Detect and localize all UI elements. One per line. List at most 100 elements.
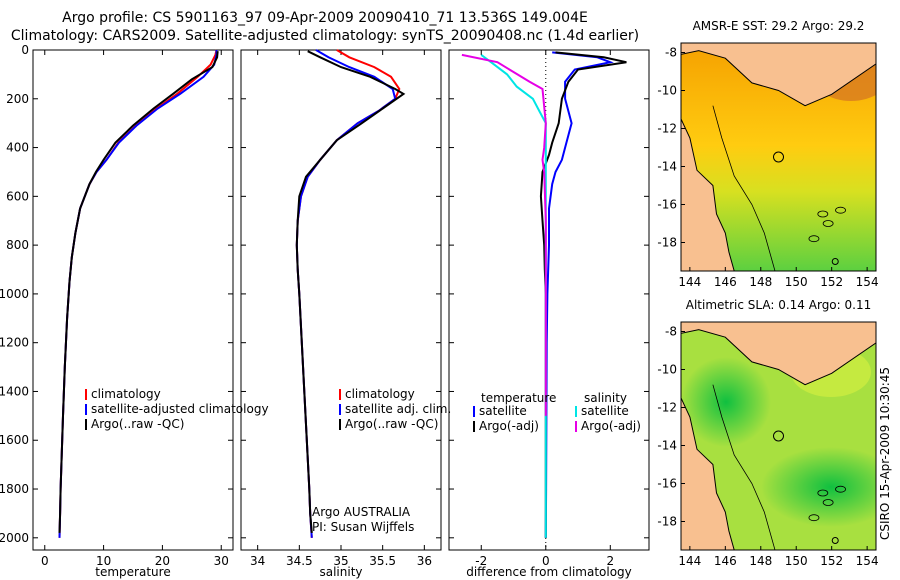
land-queensland [681,118,735,271]
sla-map: Altimetric SLA: 0.14 Argo: 0.11 144 146 148… [657,298,878,568]
figure-title-line2: Climatology: CARS2009. Satellite-adjuste… [10,28,640,44]
reef-contour [712,384,776,550]
map-frame [680,321,877,551]
map-title: Altimetric SLA: 0.14 Argo: 0.11 [686,298,871,312]
map-title: AMSR-E SST: 29.2 Argo: 29.2 [693,19,865,33]
reef-contour [712,105,776,271]
x-axis-label: temperature [95,565,170,579]
y-tick-label: 600 [6,189,29,203]
plot-frame [448,49,650,551]
series-line-argo-raw-qc- [58,51,219,533]
plot-frame [32,49,234,551]
sla-high [681,357,771,447]
figure-title-line1: Argo profile: CS 5901163_97 09-Apr-2009 … [62,10,588,26]
island-outline [817,489,829,497]
legend-label: Argo(..raw -QC) [91,417,184,431]
legend-label: Argo(-adj) [581,419,641,433]
y-tick-label: -14 [657,160,677,174]
x-tick-label: 10 [96,554,111,568]
y-tick-label: -16 [657,477,677,491]
y-tick-label: -12 [657,122,677,136]
y-tick-label: 400 [6,141,29,155]
x-tick-label: 0 [542,554,550,568]
y-tick-label: 1000 [0,287,29,301]
y-tick-label: -16 [657,198,677,212]
legend-label: climatology [345,387,415,401]
series-line-temperature-satellite [544,51,614,538]
land-new-guinea [681,322,876,386]
legend-label: satellite adj. clim. [345,402,451,416]
side-timestamp: CSIRO 15-Apr-2009 10:30:45 [878,366,892,540]
profile-marker [773,430,784,442]
x-tick-label: 34 [250,554,265,568]
x-tick-label: 154 [856,275,879,289]
x-tick-label: 144 [678,275,701,289]
y-tick-label: 1200 [0,336,29,350]
island-outline [822,499,834,506]
series-line-temperature-argo-adj- [539,51,627,538]
y-tick-label: 1400 [0,384,29,398]
island-outline [835,485,846,493]
y-tick-label: -18 [657,515,677,529]
land-queensland [681,397,735,550]
island-outline [822,220,834,227]
y-tick-label: 2000 [0,531,29,545]
series-line-satellite-adj-clim- [295,49,397,538]
sla-high [761,447,876,527]
x-tick-label: 152 [820,554,843,568]
island-outline [817,210,829,218]
legend-label: Argo(..raw -QC) [345,417,438,431]
island-outline [835,206,846,214]
y-tick-label: 1600 [0,433,29,447]
plot-frame [240,49,442,551]
legend-label: Argo(-adj) [479,419,539,433]
x-tick-label: 146 [714,275,737,289]
y-tick-label: -14 [657,439,677,453]
y-tick-label: 0 [21,43,29,57]
legend-label: climatology [91,387,161,401]
series-line-argo-raw-qc- [295,50,406,533]
x-tick-label: 35.5 [369,554,396,568]
legend-title: salinity [584,391,627,405]
x-tick-label: -2 [475,554,487,568]
x-tick-label: 150 [785,554,808,568]
x-tick-label: 34.5 [286,554,313,568]
y-tick-label: -18 [657,236,677,250]
x-tick-label: 144 [678,554,701,568]
x-tick-label: 148 [749,275,772,289]
x-tick-label: 2 [606,554,614,568]
y-tick-label: -10 [657,363,677,377]
x-tick-label: 35 [333,554,348,568]
x-tick-label: 30 [214,554,229,568]
x-tick-label: 36 [417,554,432,568]
series-line-satellite-adjusted-climatology [58,50,218,538]
profile-marker [773,151,784,163]
secondary-marker [831,258,839,265]
y-tick-label: -12 [657,401,677,415]
x-tick-label: 146 [714,554,737,568]
x-axis-label: difference from climatology [466,565,632,579]
island-outline [808,514,820,522]
series-line-salinity-argo-adj- [461,53,547,416]
y-tick-label: 1800 [0,482,29,496]
map-frame [680,42,877,272]
series-line-salinity-satellite [480,54,547,538]
y-tick-label: 800 [6,238,29,252]
sst-map: AMSR-E SST: 29.2 Argo: 29.2 144 146 148 150 1… [657,19,879,289]
x-axis-label: salinity [319,565,362,579]
map-field [681,43,876,271]
secondary-marker [831,537,839,544]
y-tick-label: -10 [657,84,677,98]
x-tick-label: 150 [785,275,808,289]
x-tick-label: 0 [41,554,49,568]
map-field [681,322,876,550]
temperature-profile: 0 10 20 30 0 200 400 600 800 1000 1200 1400 1600 1800… [0,43,269,579]
legend-label: satellite-adjusted climatology [91,402,269,416]
land-new-guinea [681,43,876,107]
annotation-text: Argo AUSTRALIA [312,505,411,519]
y-tick-label: -8 [665,325,677,339]
series-line-climatology [295,49,401,538]
x-tick-label: 20 [155,554,170,568]
